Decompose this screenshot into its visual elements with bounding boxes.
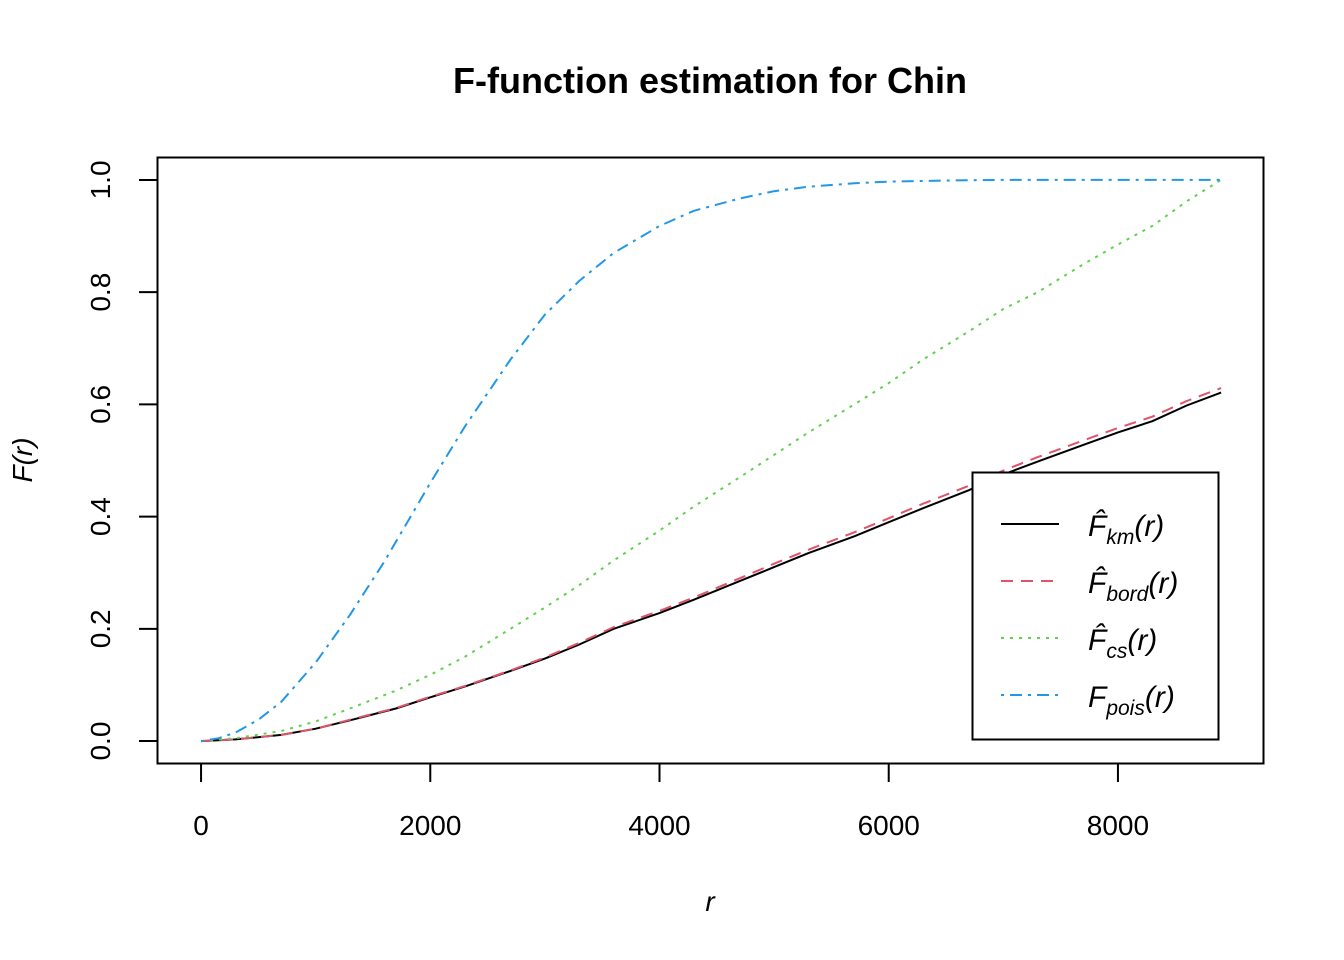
series-line-bord — [201, 387, 1222, 743]
y-tick-label: 0.6 — [85, 385, 116, 424]
x-tick-label: 2000 — [399, 810, 461, 841]
x-axis-label: r — [705, 886, 716, 917]
legend-items: F̂km(r) F̂bord(r) F̂cs(r) Fpois(r) — [1001, 510, 1178, 720]
x-tick-label: 8000 — [1087, 810, 1149, 841]
y-tick-label: 0.0 — [85, 722, 116, 761]
x-tick-label: 6000 — [858, 810, 920, 841]
legend-label-cs: F̂cs(r) — [1088, 624, 1157, 663]
y-tick-label: 0.2 — [85, 609, 116, 648]
series-line-km — [201, 391, 1222, 743]
chart-title: F-function estimation for Chin — [453, 60, 967, 101]
x-tick-label: 4000 — [628, 810, 690, 841]
x-tick-label: 0 — [193, 810, 209, 841]
y-tick-label: 1.0 — [85, 160, 116, 199]
series-line-pois — [200, 178, 1222, 743]
legend-label-km: F̂km(r) — [1088, 510, 1164, 549]
legend: F̂km(r) F̂bord(r) F̂cs(r) Fpois(r) — [971, 471, 1220, 741]
x-axis: 0 2000 4000 6000 8000 — [193, 762, 1149, 841]
series-layer — [200, 178, 1222, 743]
legend-label-bord: F̂bord(r) — [1088, 567, 1178, 606]
y-tick-label: 0.8 — [85, 273, 116, 312]
y-axis: 0.0 0.2 0.4 0.6 0.8 1.0 — [85, 160, 159, 761]
y-axis-label: F(r) — [7, 437, 38, 482]
legend-label-pois: Fpois(r) — [1088, 681, 1175, 720]
y-tick-label: 0.4 — [85, 497, 116, 536]
